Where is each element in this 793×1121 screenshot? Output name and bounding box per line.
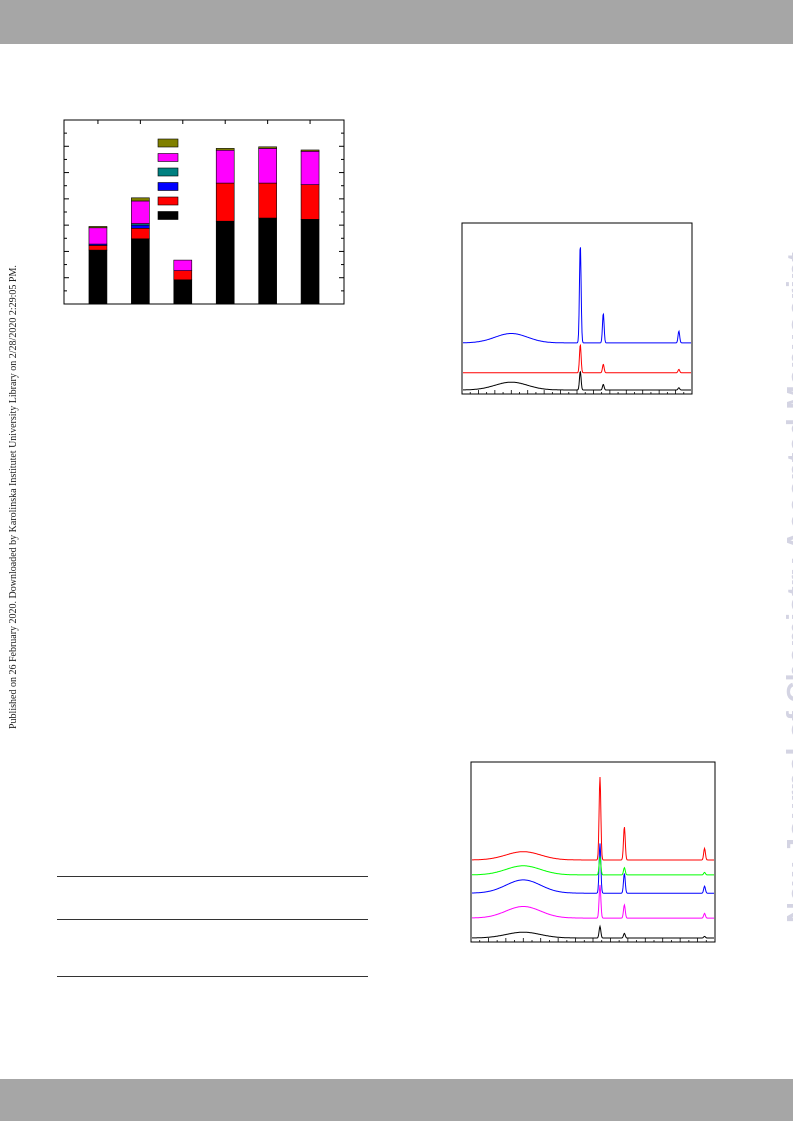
table-mid-rule <box>57 919 368 920</box>
plot-frame <box>470 761 716 943</box>
bar-segment <box>173 259 193 271</box>
table-top-rule <box>57 876 368 877</box>
bar-segment <box>258 146 277 149</box>
bar-segment <box>131 197 150 202</box>
spectrum-series-line <box>463 370 691 391</box>
top-bar <box>0 0 793 44</box>
legend-swatch <box>157 153 179 162</box>
spectrum-series-line <box>472 884 714 919</box>
spectrum-series-line <box>463 343 691 374</box>
spectrum-series-line <box>472 856 714 876</box>
bar-segment <box>88 226 108 229</box>
table-bottom-rule <box>57 976 368 977</box>
legend-swatch <box>157 167 179 177</box>
spectrum-series-line <box>472 776 714 861</box>
bottom-bar <box>0 1079 793 1121</box>
bar-segment <box>215 148 235 151</box>
spectrum-series-line <box>472 924 714 939</box>
bar-segment <box>300 149 320 152</box>
spectrum-series-line <box>472 843 714 894</box>
spectrum-series-line <box>463 247 691 344</box>
legend-swatch <box>157 196 179 206</box>
legend-swatch <box>157 211 179 220</box>
legend-swatch <box>157 182 179 191</box>
legend-swatch <box>157 138 179 148</box>
